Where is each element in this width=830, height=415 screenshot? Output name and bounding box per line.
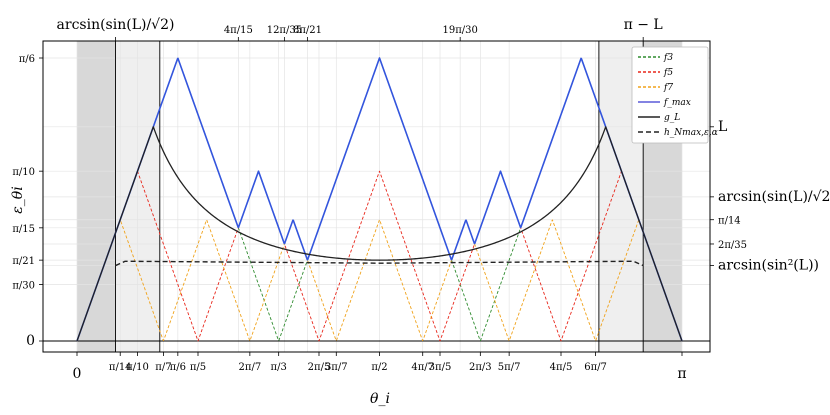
x-tick-label: 3π/5 bbox=[429, 362, 452, 373]
y-axis-label: ε_θi bbox=[10, 186, 26, 213]
x-tick-label: π/7 bbox=[155, 362, 171, 373]
y-tick-label: π/15 bbox=[12, 224, 35, 235]
y-tick-label: 0 bbox=[26, 333, 35, 349]
x-tick-label: π/3 bbox=[271, 362, 287, 373]
legend: f3 f5 f7 f_max g_L h_Nmax,ε,α bbox=[631, 46, 718, 144]
x-tick-label: 2π/5 bbox=[308, 362, 331, 373]
y-tick-label: π/30 bbox=[12, 280, 35, 291]
x-top-tick-label: π − L bbox=[624, 17, 663, 33]
y-right-tick-label: 2π/35 bbox=[718, 240, 747, 251]
legend-entry: f7 bbox=[663, 83, 673, 93]
y-right-tick-label: arcsin(sin²(L)) bbox=[718, 258, 819, 274]
x-top-tick-label: 19π/30 bbox=[442, 25, 477, 36]
x-axis-label: θ_i bbox=[370, 391, 390, 407]
series-f5 bbox=[76, 170, 683, 342]
x-tick-label: π bbox=[677, 366, 686, 382]
x-tick-label: 3π/7 bbox=[325, 362, 348, 373]
shaded-region bbox=[77, 41, 116, 352]
x-tick-label: π/6 bbox=[170, 362, 186, 373]
x-tick-label: 0 bbox=[73, 366, 82, 382]
x-top-tick-label: 12π/35 bbox=[267, 25, 302, 36]
y-right-tick-label: arcsin(sin(L)/√2) bbox=[718, 189, 830, 205]
legend-entry: f5 bbox=[663, 68, 673, 78]
legend-entry: f3 bbox=[663, 53, 673, 63]
x-tick-label: π/10 bbox=[126, 362, 149, 373]
x-tick-label: 5π/7 bbox=[498, 362, 521, 373]
x-tick-label: 4π/5 bbox=[550, 362, 573, 373]
x-tick-label: 6π/7 bbox=[584, 362, 607, 373]
x-tick-label: 2π/3 bbox=[469, 362, 492, 373]
y-tick-label: π/10 bbox=[12, 167, 35, 178]
y-right-tick-label: π/14 bbox=[718, 216, 741, 227]
x-tick-label: 4π/7 bbox=[411, 362, 434, 373]
legend-entry: g_L bbox=[664, 113, 680, 123]
x-tick-label: π/5 bbox=[190, 362, 206, 373]
y-tick-label: π/6 bbox=[19, 54, 35, 65]
y-tick-label: π/21 bbox=[12, 256, 35, 267]
series bbox=[76, 57, 683, 342]
series-g-l bbox=[76, 126, 683, 342]
x-tick-label: π/14 bbox=[109, 362, 132, 373]
series-h-nmax- bbox=[115, 260, 644, 267]
axes: 0 π/14π/10 π/7π/6 π/5 2π/7 π/3 2π/53π/7 π/2 4π/7… bbox=[12, 17, 830, 382]
legend-box bbox=[631, 46, 709, 144]
x-tick-label: 2π/7 bbox=[239, 362, 262, 373]
y-right-tick-label: L bbox=[718, 119, 727, 135]
series-f7 bbox=[76, 219, 683, 342]
series-f-max bbox=[76, 57, 683, 342]
x-top-tick-label: 8π/21 bbox=[293, 25, 322, 36]
legend-entry: h_Nmax,ε,α bbox=[664, 128, 718, 138]
x-tick-label: π/2 bbox=[371, 362, 387, 373]
legend-entry: f_max bbox=[663, 98, 691, 108]
x-top-tick-label: 4π/15 bbox=[224, 25, 253, 36]
x-top-tick-label: arcsin(sin(L)/√2) bbox=[57, 17, 175, 33]
